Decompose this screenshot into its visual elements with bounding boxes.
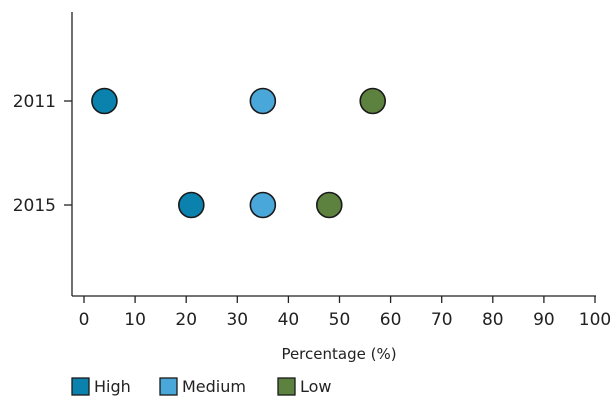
point-high-2015 <box>178 191 205 219</box>
x-tick-label: 30 <box>226 310 248 330</box>
ticks: 0 10 20 30 40 50 60 70 80 90 100 2011 2015 <box>13 92 611 330</box>
x-tick-label: 90 <box>533 310 555 330</box>
data-points <box>91 87 387 219</box>
x-tick-label: 100 <box>579 310 611 330</box>
y-tick-label-2011: 2011 <box>13 92 56 112</box>
y-tick-label-2015: 2015 <box>13 196 56 216</box>
point-medium-2015 <box>249 191 277 219</box>
legend-label-low: Low <box>300 377 332 396</box>
point-low-2015 <box>315 191 343 219</box>
legend-swatch-high <box>71 377 90 396</box>
axes <box>71 12 596 297</box>
x-tick-label: 60 <box>380 310 402 330</box>
legend-swatch-low <box>277 377 296 396</box>
x-axis-title: Percentage (%) <box>281 345 396 363</box>
point-medium-2011 <box>249 87 277 115</box>
point-high-2011 <box>91 87 118 115</box>
point-low-2011 <box>359 87 387 115</box>
legend-label-medium: Medium <box>182 377 246 396</box>
x-tick-label: 40 <box>278 310 300 330</box>
x-tick-label: 50 <box>329 310 351 330</box>
x-tick-label: 0 <box>79 310 90 330</box>
x-tick-label: 80 <box>482 310 504 330</box>
x-tick-label: 10 <box>124 310 146 330</box>
legend: High Medium Low <box>71 377 332 396</box>
x-tick-label: 70 <box>431 310 453 330</box>
legend-swatch-medium <box>159 377 178 396</box>
x-tick-label: 20 <box>175 310 197 330</box>
legend-label-high: High <box>94 377 131 396</box>
